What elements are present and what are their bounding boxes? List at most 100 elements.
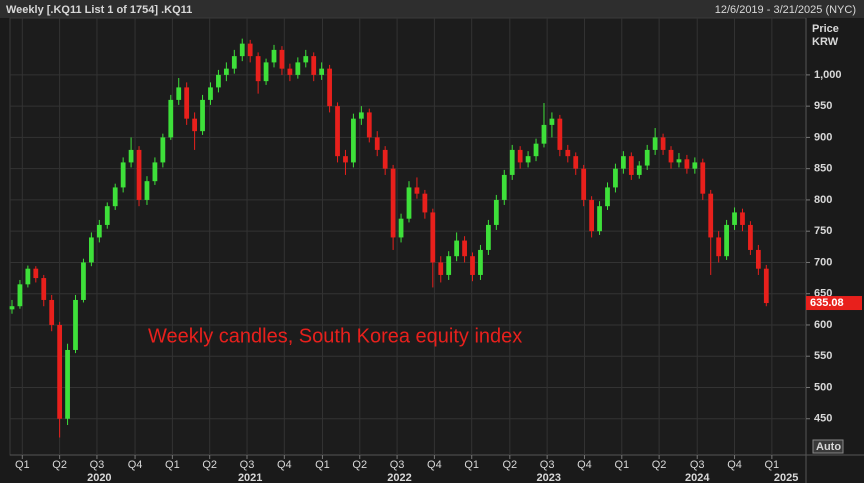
candle-body — [255, 56, 261, 82]
x-tick-label: Q1 — [765, 459, 780, 471]
candle-body — [589, 199, 594, 232]
candle-body — [549, 118, 555, 125]
auto-label[interactable]: Auto — [816, 441, 841, 453]
y-tick-label: 550 — [814, 350, 832, 362]
x-tick-label: Q1 — [464, 459, 479, 471]
y-tick-label: 900 — [814, 131, 832, 143]
candle-body — [168, 99, 174, 138]
y-tick-label: 1,000 — [814, 69, 842, 81]
candle-body — [708, 193, 714, 238]
x-tick-label: Q3 — [240, 459, 255, 471]
candle-body — [644, 149, 650, 166]
candle-body — [327, 68, 332, 107]
candle-body — [176, 87, 182, 100]
x-tick-label: Q1 — [614, 459, 629, 471]
x-tick-label: Q2 — [652, 459, 667, 471]
candle-body — [303, 56, 309, 63]
candle-body — [660, 137, 666, 150]
candle-body — [231, 56, 237, 69]
y-tick-label: 700 — [814, 256, 832, 268]
candle-body — [684, 159, 690, 169]
candle-body — [390, 168, 396, 238]
candle-body — [374, 137, 380, 150]
header-bar — [0, 0, 864, 18]
candle-body — [557, 118, 563, 150]
y-tick-label: 800 — [814, 194, 832, 206]
y-tick-label: 500 — [814, 381, 832, 393]
candle-body — [740, 212, 745, 225]
candle-body — [279, 49, 285, 69]
plot-area — [9, 17, 807, 456]
candle-body — [25, 268, 31, 285]
x-tick-label: Q4 — [128, 459, 143, 471]
candle-body — [358, 112, 364, 119]
x-tick-label: Q4 — [277, 459, 292, 471]
candle-body — [287, 68, 293, 75]
candle-body — [17, 284, 23, 307]
candle-body — [223, 68, 229, 75]
y-tick-label: 600 — [814, 319, 832, 331]
candle-body — [446, 256, 452, 275]
candle-body — [430, 212, 436, 263]
candle-body — [605, 187, 610, 207]
candle-body — [525, 156, 531, 163]
candle-body — [597, 206, 602, 232]
x-tick-label: Q2 — [502, 459, 517, 471]
x-tick-label: Q1 — [315, 459, 330, 471]
candle-body — [748, 224, 753, 250]
candle-body — [478, 249, 483, 275]
candle-body — [509, 149, 515, 175]
candle-body — [184, 87, 190, 119]
auto-button[interactable] — [812, 439, 844, 454]
candle-body — [406, 187, 412, 219]
candle-body — [636, 165, 642, 175]
candle-body — [239, 43, 245, 57]
x-tick-label: Q3 — [540, 459, 555, 471]
candle-body — [120, 162, 126, 188]
candle-body — [493, 199, 499, 225]
year-label: 2020 — [87, 472, 111, 483]
candle-body — [763, 268, 769, 304]
year-label: 2023 — [536, 472, 560, 483]
candle-body — [724, 224, 729, 257]
candle-body — [81, 262, 86, 300]
candle-body — [700, 162, 706, 194]
header-range: 12/6/2019 - 3/21/2025 (NYC) — [715, 4, 856, 16]
candle-body — [628, 156, 634, 175]
candle-body — [136, 149, 142, 200]
candle-body — [57, 324, 63, 419]
x-tick-label: Q3 — [90, 459, 105, 471]
x-tick-label: Q4 — [427, 459, 442, 471]
candle-body — [200, 99, 205, 132]
candle-body — [271, 49, 277, 63]
candle-body — [573, 156, 579, 169]
candle-body — [366, 112, 372, 138]
y-label: Price — [812, 23, 839, 35]
candle-body — [462, 240, 467, 257]
candle-body — [438, 262, 444, 275]
candle-body — [732, 212, 737, 225]
candle-body — [335, 106, 340, 157]
y-tick-label: 850 — [814, 163, 832, 175]
candle-body — [351, 118, 356, 163]
candle-body — [676, 159, 682, 163]
candle-body — [382, 149, 388, 169]
candle-body — [9, 306, 15, 310]
x-tick-label: Q1 — [15, 459, 30, 471]
candle-body — [192, 118, 197, 132]
candle-body — [398, 218, 404, 238]
candle-body — [247, 43, 253, 57]
candle-body — [152, 162, 158, 182]
last-price-label: 635.08 — [810, 297, 844, 309]
candle-body — [144, 181, 150, 200]
candle-body — [216, 74, 221, 88]
candle-body — [692, 162, 698, 169]
candle-body — [565, 149, 571, 157]
candle-body — [620, 156, 626, 169]
y-tick-label: 750 — [814, 225, 832, 237]
candle-body — [128, 149, 134, 163]
candle-body — [96, 224, 102, 238]
x-tick-label: Q4 — [727, 459, 742, 471]
